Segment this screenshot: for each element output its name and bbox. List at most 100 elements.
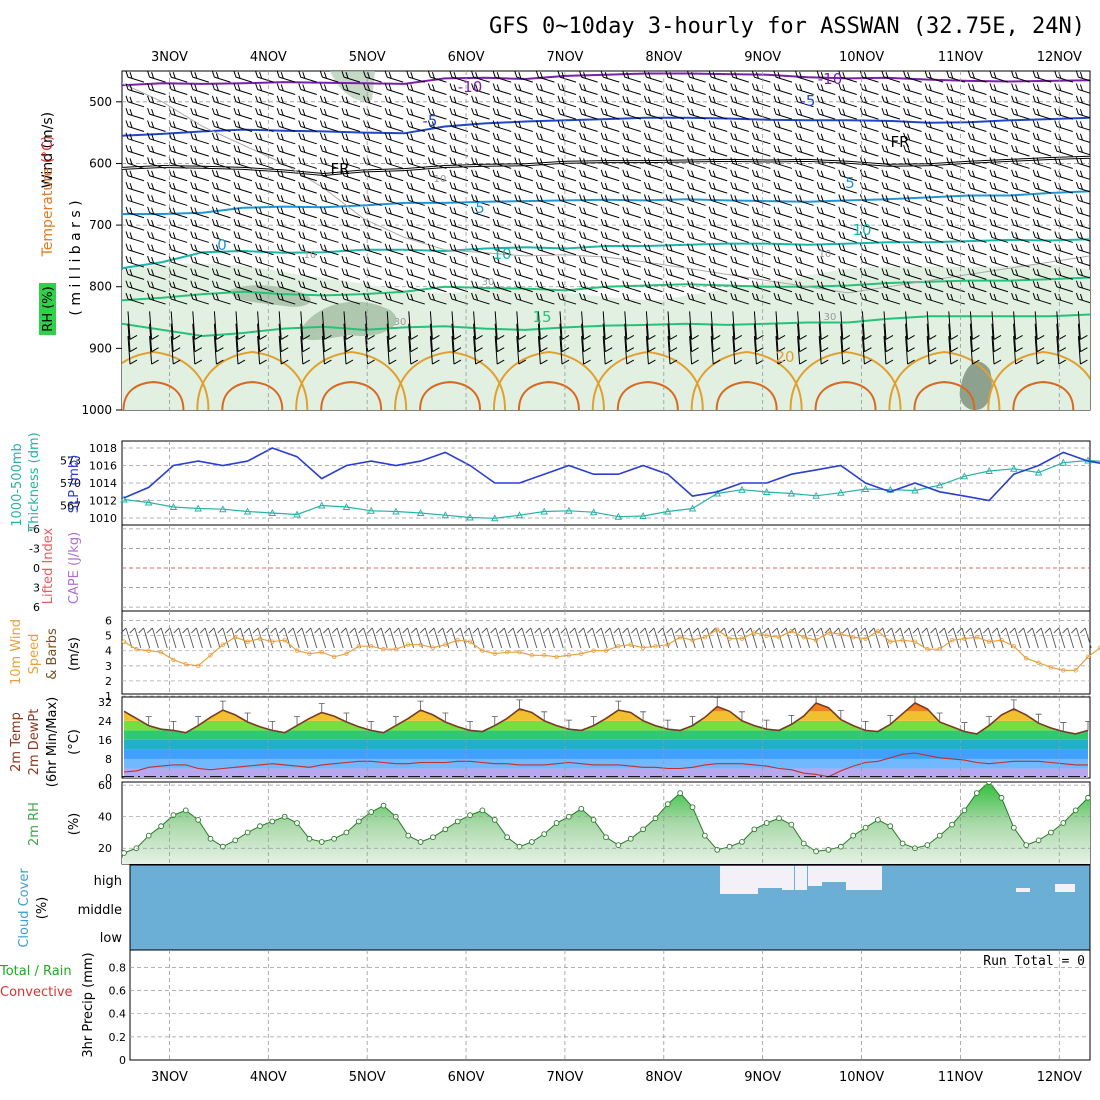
- wind-barb: [516, 336, 527, 365]
- rh-point: [257, 823, 263, 830]
- wind-barb: [946, 132, 965, 145]
- wind10-barb: [771, 627, 784, 649]
- wind-barb: [190, 181, 209, 194]
- wind-barb: [946, 268, 965, 280]
- wind-barb: [687, 144, 706, 157]
- wind-barb: [946, 71, 965, 83]
- wind-barb: [168, 95, 188, 108]
- wind-barb: [948, 323, 959, 353]
- wind-barb: [384, 218, 404, 231]
- rh-shade-top: [330, 71, 375, 102]
- wind-barb: [991, 311, 1002, 340]
- wind-barb: [838, 243, 857, 256]
- wind10-point: [381, 647, 386, 652]
- wind-barb: [903, 231, 922, 243]
- wind-barb: [773, 132, 793, 145]
- wind10-point: [677, 634, 683, 640]
- wind10-barb: [419, 627, 432, 649]
- wind-barb: [903, 268, 922, 280]
- wind-barb: [535, 83, 555, 95]
- wind-barb: [125, 181, 145, 194]
- wind-barb: [967, 255, 987, 268]
- wind-barb: [233, 71, 253, 83]
- wind-barb: [687, 169, 706, 182]
- wind-barb: [773, 243, 793, 256]
- wind-barb: [881, 218, 901, 231]
- wind-barb: [1075, 144, 1090, 156]
- wind-barb: [363, 194, 382, 206]
- wind-barb: [192, 311, 203, 340]
- wind-barb: [535, 268, 555, 280]
- slp-body: [120, 447, 1100, 522]
- wind-barb: [643, 280, 663, 293]
- wind-barb: [406, 218, 425, 231]
- wind-barb: [687, 95, 706, 108]
- wind-barb: [838, 181, 857, 194]
- wind-barb: [298, 292, 317, 305]
- precip-frame: [129, 949, 1091, 1061]
- wind-barb: [838, 255, 857, 268]
- wind-barb: [840, 323, 851, 353]
- wind-barb: [773, 120, 793, 132]
- wind-barb: [257, 336, 267, 365]
- wind-barb: [427, 157, 447, 169]
- wind-barb: [125, 83, 145, 95]
- wind-barb: [190, 169, 209, 182]
- wind-barb: [471, 157, 490, 169]
- wind-barb: [190, 107, 209, 120]
- wind10-point: [962, 636, 967, 641]
- wind-barb: [233, 206, 253, 219]
- precip-label-a: Total / Rain: [0, 964, 72, 979]
- wind10-point: [900, 637, 905, 643]
- wind-barb: [773, 268, 793, 280]
- rh-tick-label: 40: [98, 811, 112, 824]
- wind-barb: [967, 292, 987, 305]
- wind-barb: [257, 323, 267, 353]
- wind-barb: [170, 311, 181, 340]
- rh-point: [528, 839, 535, 845]
- wind-barb: [255, 107, 274, 120]
- wind-barb: [773, 181, 793, 194]
- wind10-barb: [235, 627, 247, 649]
- wind-barb: [149, 311, 159, 340]
- wind-barb: [989, 95, 1009, 108]
- wind-barb: [816, 95, 836, 108]
- wind10-point: [171, 657, 176, 662]
- wind-barb: [298, 181, 317, 194]
- wind-barb: [859, 206, 879, 219]
- wind10-point: [554, 654, 559, 659]
- wind-barb: [579, 107, 598, 120]
- rh-point: [442, 826, 449, 833]
- wind-barb: [579, 144, 598, 157]
- wind-barb: [730, 231, 749, 243]
- wind10-barb: [428, 627, 441, 649]
- wind-barb: [190, 132, 209, 145]
- wind-barb: [211, 194, 231, 206]
- wind-barb: [276, 181, 296, 194]
- wind-barb: [211, 181, 231, 194]
- wind-barb: [730, 132, 749, 145]
- wind10-barb: [217, 627, 230, 649]
- wind-barb: [708, 95, 728, 108]
- wind-barb: [751, 255, 771, 268]
- precip-tick-label: 0.2: [109, 1031, 127, 1044]
- wind-barb: [1011, 157, 1030, 169]
- isotherm-20: [987, 350, 1090, 410]
- wind-barb: [969, 336, 980, 365]
- wind-barb: [147, 255, 166, 268]
- wind-barb: [579, 218, 598, 231]
- rh2m-label-units: (%): [67, 813, 82, 836]
- wind-barb: [903, 181, 922, 194]
- rh-point: [1085, 794, 1090, 801]
- rh-point: [924, 842, 931, 848]
- wind-barb: [948, 336, 959, 365]
- wind-barb: [924, 83, 944, 95]
- wind10-barb: [375, 627, 388, 649]
- wind-barb: [125, 169, 145, 182]
- precip-label-b: Convective: [0, 985, 73, 1000]
- wind10-point: [294, 648, 300, 653]
- wind-barb: [255, 231, 274, 243]
- wind-barb: [600, 107, 620, 120]
- wind-barb: [384, 144, 404, 157]
